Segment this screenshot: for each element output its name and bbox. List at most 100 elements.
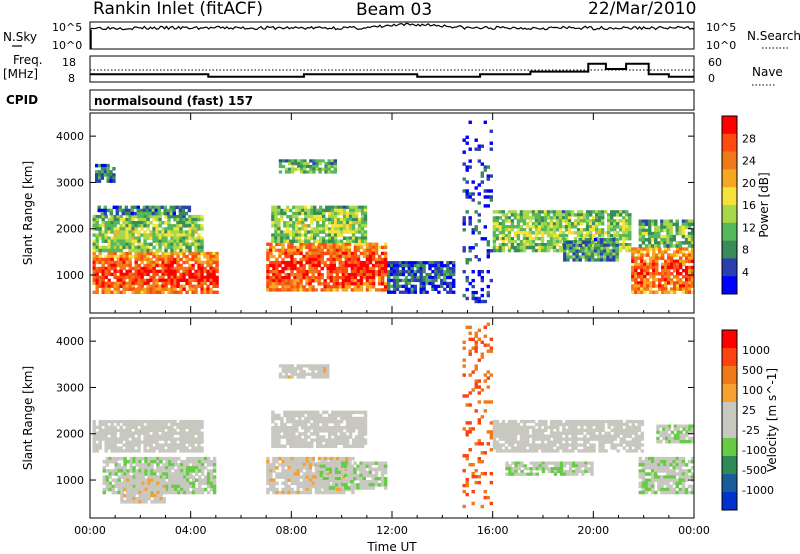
data-cell: [359, 245, 364, 250]
data-cell: [640, 272, 644, 276]
data-cell: [592, 243, 596, 247]
data-cell: [92, 434, 96, 438]
data-cell: [305, 260, 309, 265]
data-cell: [354, 217, 359, 222]
data-cell: [167, 217, 171, 222]
data-cell: [322, 217, 326, 222]
data-cell: [194, 287, 198, 291]
data-cell: [174, 478, 178, 482]
data-cell: [670, 278, 674, 282]
data-cell: [634, 290, 638, 294]
data-cell: [95, 217, 99, 222]
data-cell: [269, 242, 273, 246]
data-cell: [186, 481, 190, 486]
data-cell: [410, 278, 414, 283]
data-cell: [266, 490, 270, 495]
data-cell: [598, 234, 602, 238]
data-cell: [123, 466, 127, 470]
data-cell: [143, 434, 147, 438]
data-cell: [371, 245, 376, 250]
data-cell: [546, 240, 551, 244]
data-cell: [566, 246, 570, 250]
data-cell: [271, 435, 275, 439]
data-cell: [649, 275, 653, 279]
data-cell: [567, 216, 572, 220]
data-cell: [170, 425, 174, 429]
data-cell: [101, 266, 105, 271]
data-cell: [465, 261, 469, 265]
data-cell: [600, 243, 604, 248]
data-cell: [293, 245, 297, 250]
data-cell: [149, 428, 153, 432]
data-cell: [146, 217, 150, 222]
data-cell: [543, 222, 548, 226]
data-cell: [266, 475, 270, 479]
data-cell: [137, 254, 141, 259]
data-cell: [601, 222, 605, 226]
data-cell: [215, 266, 219, 271]
data-cell: [600, 252, 604, 256]
data-cell: [314, 254, 318, 259]
data-cell: [638, 225, 643, 230]
data-cell: [667, 247, 671, 251]
data-cell: [489, 174, 493, 178]
data-cell: [271, 211, 275, 216]
data-cell: [660, 222, 664, 227]
data-cell: [128, 239, 132, 243]
data-cell: [278, 375, 283, 379]
data-cell: [351, 490, 355, 495]
data-cell: [660, 219, 664, 223]
data-cell: [212, 269, 216, 274]
data-cell: [149, 284, 153, 288]
data-cell: [350, 282, 355, 286]
data-cell: [274, 230, 278, 234]
data-cell: [191, 422, 195, 427]
data-cell: [351, 227, 356, 231]
data-cell: [350, 254, 355, 259]
nsky-series-line: [89, 22, 695, 31]
data-cell: [351, 211, 356, 216]
data-cell: [295, 208, 299, 213]
data-cell: [540, 216, 545, 220]
data-cell: [374, 245, 379, 250]
data-cell: [173, 260, 177, 265]
data-cell: [652, 272, 656, 276]
data-cell: [325, 208, 329, 213]
data-cell: [579, 216, 584, 220]
data-cell: [300, 167, 304, 171]
colorbar-tick-label: 28: [742, 132, 756, 145]
data-cell: [194, 217, 198, 222]
data-cell: [354, 221, 359, 225]
data-cell: [289, 432, 293, 436]
data-cell: [474, 138, 478, 142]
data-cell: [691, 253, 695, 257]
data-cell: [428, 275, 432, 280]
data-cell: [184, 205, 189, 210]
data-cell: [287, 167, 292, 171]
data-cell: [290, 273, 294, 277]
data-cell: [365, 248, 370, 253]
data-cell: [176, 278, 180, 283]
data-cell: [341, 245, 346, 250]
data-cell: [104, 449, 108, 453]
data-cell: [307, 435, 311, 439]
data-cell: [525, 225, 530, 229]
data-cell: [113, 449, 117, 453]
data-cell: [275, 279, 279, 283]
data-cell: [301, 239, 305, 243]
data-cell: [437, 270, 441, 274]
data-cell: [269, 481, 273, 486]
data-cell: [274, 426, 278, 430]
data-cell: [471, 228, 475, 232]
data-cell: [194, 245, 198, 250]
data-cell: [191, 437, 195, 441]
data-cell: [140, 425, 144, 429]
data-cell: [328, 221, 332, 225]
data-cell: [652, 250, 656, 254]
data-cell: [311, 251, 315, 256]
data-cell: [676, 275, 680, 279]
data-cell: [540, 248, 545, 253]
data-cell: [351, 205, 356, 210]
data-cell: [129, 490, 133, 495]
data-cell: [188, 251, 192, 256]
